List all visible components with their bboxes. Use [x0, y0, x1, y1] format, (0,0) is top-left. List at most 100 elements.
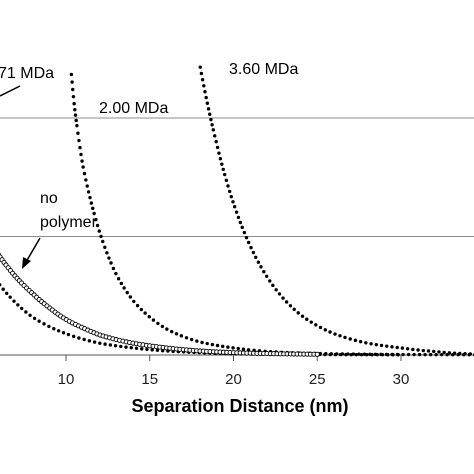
data-point: [328, 330, 332, 334]
data-point: [426, 349, 431, 353]
data-point: [442, 350, 446, 355]
data-point: [98, 341, 102, 345]
data-point: [71, 87, 75, 92]
data-point: [467, 353, 471, 357]
x-tick-label-15: 15: [141, 371, 158, 388]
data-point: [12, 299, 16, 303]
data-point: [119, 281, 124, 286]
data-point: [77, 138, 81, 143]
x-tick-label-10: 10: [58, 371, 75, 388]
data-point: [256, 260, 261, 264]
data-point: [423, 352, 427, 357]
series-no-polymer: [0, 252, 320, 357]
data-point: [309, 320, 313, 324]
data-point: [215, 343, 220, 348]
data-point: [82, 171, 87, 176]
data-point: [71, 334, 76, 339]
data-point: [241, 347, 246, 351]
data-point: [244, 235, 249, 240]
data-point: [395, 345, 399, 350]
data-point: [365, 352, 369, 357]
data-point: [305, 317, 309, 321]
data-point: [242, 230, 247, 235]
data-point: [390, 345, 394, 349]
data-point: [150, 348, 154, 352]
data-point: [417, 352, 422, 357]
data-point: [358, 339, 363, 344]
data-point: [205, 101, 210, 105]
data-point: [97, 229, 102, 233]
data-point: [78, 145, 82, 150]
data-point: [344, 352, 348, 357]
data-point: [213, 134, 217, 138]
data-point: [103, 342, 107, 346]
data-point: [61, 331, 66, 335]
data-point: [400, 346, 405, 350]
data-point: [189, 337, 194, 342]
data-point: [37, 319, 41, 323]
data-point: [343, 335, 347, 340]
data-point: [333, 332, 337, 336]
data-point: [132, 299, 136, 304]
data-point: [111, 266, 116, 271]
data-point: [450, 352, 455, 357]
data-point: [333, 352, 338, 357]
data-point: [74, 118, 78, 123]
data-point: [0, 283, 2, 287]
data-point: [165, 327, 169, 331]
data-point: [374, 342, 379, 347]
data-point: [108, 343, 113, 347]
data-point: [421, 348, 425, 353]
data-point: [249, 245, 253, 250]
data-point: [66, 332, 71, 337]
data-point: [135, 303, 140, 308]
data-point: [281, 296, 285, 300]
data-point: [76, 131, 80, 135]
annotation-no-label: no: [40, 190, 58, 207]
data-point: [145, 347, 149, 352]
data-point: [456, 353, 460, 357]
data-point: [125, 290, 129, 295]
data-point: [359, 352, 364, 357]
data-point: [364, 341, 368, 345]
data-point: [88, 195, 92, 200]
data-point: [226, 345, 230, 349]
data-point: [24, 310, 28, 314]
data-point: [205, 341, 209, 346]
data-point: [236, 215, 241, 220]
data-point: [151, 318, 156, 322]
data-point: [89, 201, 94, 205]
data-point: [284, 300, 289, 304]
data-point: [195, 339, 199, 343]
data-point: [95, 223, 100, 228]
no-polymer-arrow: [22, 237, 41, 269]
data-point: [234, 210, 239, 214]
data-point: [314, 323, 318, 327]
data-point: [147, 315, 151, 319]
data-point: [292, 307, 296, 312]
data-point: [259, 265, 263, 269]
x-tick-label-30: 30: [393, 371, 410, 388]
data-point: [86, 190, 91, 194]
data-point: [236, 346, 240, 351]
data-point: [200, 78, 205, 82]
data-point: [428, 352, 433, 357]
data-point: [28, 313, 32, 317]
data-point: [72, 101, 76, 106]
data-point: [229, 194, 234, 199]
data-point: [231, 346, 235, 350]
data-point: [246, 240, 251, 245]
x-ticks: 10 15 20 25 30: [58, 355, 410, 388]
data-point: [439, 352, 444, 357]
data-point: [80, 159, 84, 163]
data-point: [274, 288, 278, 292]
data-point: [396, 353, 400, 357]
data-point: [202, 84, 206, 88]
data-point: [214, 139, 218, 144]
data-point: [238, 220, 243, 225]
data-point: [101, 239, 105, 244]
data-point: [92, 211, 96, 216]
data-point: [143, 311, 147, 315]
data-point: [353, 338, 358, 343]
